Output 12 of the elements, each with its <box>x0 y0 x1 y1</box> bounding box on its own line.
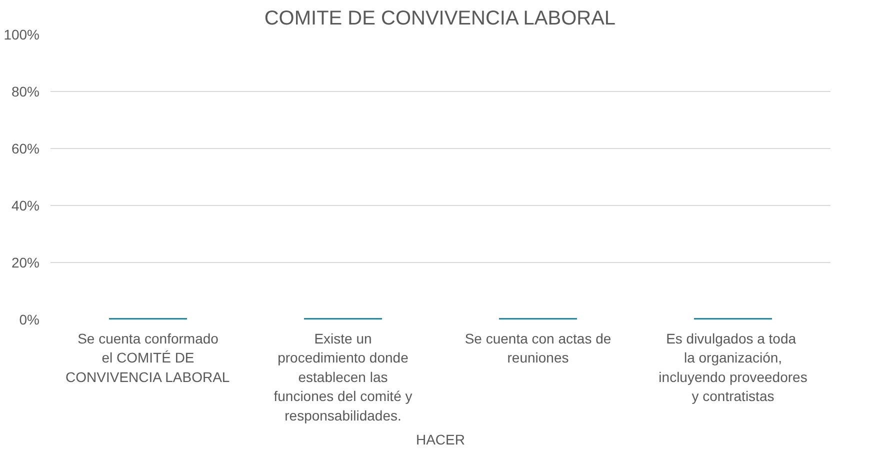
y-tick-label: 80% <box>11 84 40 100</box>
x-tick-label: Existe un procedimiento donde establecen las funciones del comité y responsabilidades. <box>274 330 412 424</box>
x-tick-label: Se cuenta con actas de reuniones <box>464 330 612 366</box>
x-tick-label: Es divulgados a toda la organización, incluyendo proveedores y contratistas <box>658 330 808 404</box>
chart-title: COMITE DE CONVIVENCIA LABORAL <box>264 8 616 30</box>
x-axis-title: HACER <box>416 431 466 448</box>
y-tick-label: 100% <box>4 26 40 42</box>
y-tick-label: 60% <box>11 140 40 156</box>
y-tick-label: 0% <box>19 312 40 328</box>
y-tick-label: 20% <box>11 254 40 270</box>
y-tick-label: 40% <box>11 198 40 214</box>
x-tick-label: Se cuenta conformado el COMITÉ DE CONVIVENCIA LABORAL <box>66 330 230 385</box>
